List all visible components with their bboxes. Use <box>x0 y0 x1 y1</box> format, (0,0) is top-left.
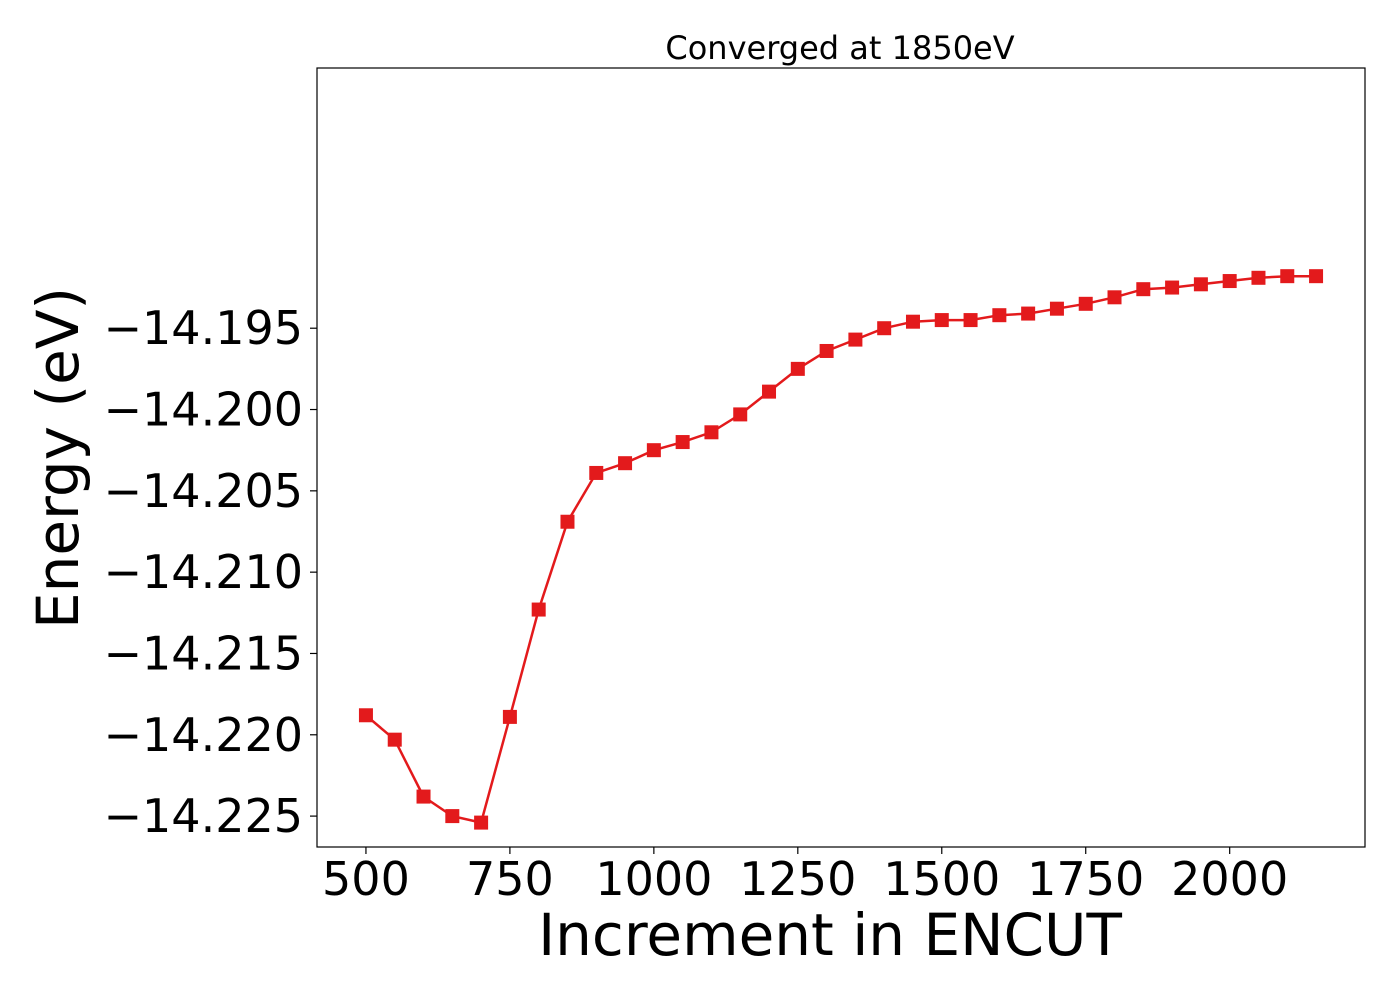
y-tick-label: −14.195 <box>104 301 304 355</box>
data-point-marker <box>733 407 748 422</box>
data-point-marker <box>675 435 690 450</box>
data-point-marker <box>905 314 920 329</box>
data-point-marker <box>474 815 489 830</box>
data-series <box>358 269 1324 830</box>
data-point-marker <box>934 313 949 328</box>
data-point-marker <box>1049 301 1064 316</box>
data-point-marker <box>1251 270 1266 285</box>
data-point-marker <box>358 708 373 723</box>
x-tick-label: 1500 <box>883 852 1000 906</box>
x-tick-label: 1750 <box>1027 852 1144 906</box>
x-tick-label: 1250 <box>739 852 856 906</box>
data-point-marker <box>762 384 777 399</box>
data-point-marker <box>819 343 834 358</box>
x-tick-label: 750 <box>466 852 554 906</box>
data-point-marker <box>877 321 892 336</box>
data-point-marker <box>531 602 546 617</box>
data-point-marker <box>416 789 431 804</box>
series-line <box>365 274 1317 825</box>
data-point-marker <box>963 313 978 328</box>
x-tick-label: 500 <box>322 852 410 906</box>
x-tick-label: 2000 <box>1171 852 1288 906</box>
axis-ticks: 500 750 1000 1250 1500 1750 2000 −14.195 −14.200… <box>104 301 1289 906</box>
x-axis-label: Increment in ENCUT <box>538 901 1122 969</box>
data-point-marker <box>790 361 805 376</box>
data-point-marker <box>1078 296 1093 311</box>
y-tick-label: −14.200 <box>104 383 304 437</box>
data-point-marker <box>387 732 402 747</box>
data-point-marker <box>502 709 517 724</box>
data-point-marker <box>704 425 719 440</box>
data-point-marker <box>1021 306 1036 321</box>
data-point-marker <box>992 308 1007 323</box>
data-point-marker <box>618 456 633 471</box>
chart-title: Converged at 1850eV <box>665 29 1014 67</box>
data-point-marker <box>1107 290 1122 305</box>
y-tick-label: −14.205 <box>104 464 304 518</box>
y-tick-label: −14.215 <box>104 626 304 680</box>
data-point-marker <box>1193 277 1208 292</box>
data-point-marker <box>589 465 604 480</box>
y-tick-label: −14.210 <box>104 545 304 599</box>
data-point-marker <box>1309 269 1324 284</box>
x-tick-label: 1000 <box>595 852 712 906</box>
y-tick-label: −14.220 <box>104 708 304 762</box>
data-point-marker <box>646 443 661 458</box>
y-tick-label: −14.225 <box>104 789 304 843</box>
data-point-marker <box>1136 282 1151 297</box>
data-point-marker <box>1280 269 1295 284</box>
data-point-marker <box>848 332 863 347</box>
data-point-marker <box>1222 274 1237 289</box>
data-point-marker <box>445 809 460 824</box>
data-point-marker <box>560 514 575 529</box>
plot-area-frame <box>316 67 1366 848</box>
data-point-marker <box>1165 280 1180 295</box>
y-axis-label: Energy (eV) <box>24 287 92 629</box>
